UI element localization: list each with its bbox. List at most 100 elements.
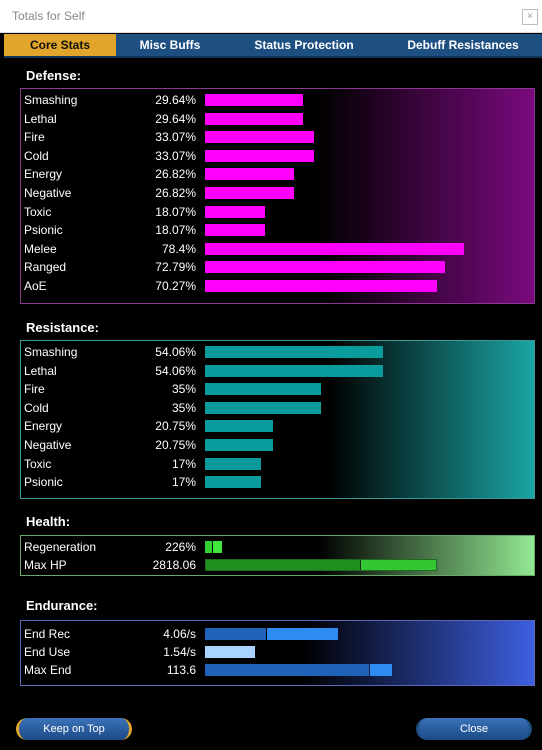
- stat-value: 20.75%: [155, 438, 196, 452]
- stat-value: 29.64%: [155, 93, 196, 107]
- stat-name: Smashing: [24, 345, 78, 359]
- defense-row: Psionic 18.07%: [21, 221, 534, 239]
- tab-status-protection[interactable]: Status Protection: [254, 38, 354, 52]
- window-title: Totals for Self: [12, 9, 85, 23]
- resistance-bar: [205, 476, 262, 489]
- tab-bar: Core Stats Misc Buffs Status Protection …: [4, 34, 542, 58]
- keep-on-top-button[interactable]: Keep on Top: [16, 718, 132, 740]
- resistance-bar: [205, 439, 274, 451]
- defense-row: Toxic 18.07%: [21, 203, 534, 221]
- resistance-row: Fire 35%: [21, 380, 534, 398]
- stat-name: Smashing: [24, 93, 78, 107]
- stat-name: Psionic: [24, 475, 63, 490]
- defense-row: Cold 33.07%: [21, 147, 534, 165]
- endurance-row-end-use: End Use 1.54/s: [21, 643, 534, 661]
- stat-name: Max End: [24, 663, 72, 677]
- stat-name: Psionic: [24, 223, 63, 238]
- title-bar: Totals for Self ×: [0, 0, 542, 33]
- defense-row: AoE 70.27%: [21, 277, 534, 295]
- defense-bar: [205, 112, 303, 125]
- defense-row: Melee 78.4%: [21, 240, 534, 258]
- endurance-row-max-end: Max End 113.6: [21, 661, 534, 679]
- stat-name: Ranged: [24, 260, 67, 275]
- stat-name: Energy: [24, 167, 63, 182]
- stat-name: Lethal: [24, 111, 57, 126]
- resistance-title: Resistance:: [26, 320, 99, 335]
- defense-bar: [205, 149, 315, 162]
- tab-debuff-resistances[interactable]: Debuff Resistances: [407, 38, 519, 52]
- stat-name: Fire: [24, 382, 45, 397]
- stat-value: 113.6: [166, 663, 196, 677]
- stat-name: AoE: [24, 279, 47, 293]
- core-stats-panel: Defense: Smashing 29.64% Lethal 29.64% Fire 3…: [4, 58, 542, 750]
- stat-value: 33.07%: [155, 130, 196, 145]
- stat-value: 35%: [171, 382, 196, 397]
- stat-name: Energy: [24, 419, 63, 434]
- stat-value: 17%: [171, 475, 196, 490]
- resistance-row: Psionic 17%: [21, 473, 534, 491]
- stat-value: 20.75%: [155, 419, 196, 434]
- stat-value: 18.07%: [155, 223, 196, 238]
- end-rec-bar: [205, 628, 338, 640]
- stat-value: 17%: [171, 456, 196, 471]
- defense-bar: [205, 242, 464, 255]
- stat-name: Negative: [24, 186, 72, 200]
- defense-row: Negative 26.82%: [21, 184, 534, 202]
- stat-value: 54.06%: [155, 345, 196, 359]
- resistance-box: Smashing 54.06% Lethal 54.06% Fire 35% Cold 35%…: [20, 340, 535, 499]
- stat-value: 70.27%: [155, 279, 196, 293]
- defense-bar: [205, 280, 437, 292]
- resistance-bar: [205, 401, 321, 414]
- stat-name: Toxic: [24, 204, 52, 219]
- stat-name: Regeneration: [24, 540, 97, 554]
- defense-row: Fire 33.07%: [21, 128, 534, 146]
- defense-title: Defense:: [26, 68, 81, 83]
- end-use-bar: [205, 646, 255, 658]
- resistance-bar: [205, 457, 262, 470]
- resistance-row: Lethal 54.06%: [21, 362, 534, 380]
- stat-value: 18.07%: [155, 204, 196, 219]
- stat-value: 26.82%: [155, 167, 196, 182]
- resistance-row: Smashing 54.06%: [21, 343, 534, 361]
- tab-misc-buffs[interactable]: Misc Buffs: [139, 38, 201, 52]
- defense-bar: [205, 224, 265, 237]
- stat-name: End Rec: [24, 627, 71, 641]
- stat-value: 78.4%: [161, 241, 196, 256]
- resistance-row: Toxic 17%: [21, 455, 534, 473]
- resistance-row: Cold 35%: [21, 399, 534, 417]
- stat-value: 1.54/s: [163, 645, 196, 659]
- stat-name: Negative: [24, 438, 72, 452]
- defense-bar: [205, 187, 294, 199]
- stat-name: Melee: [24, 241, 57, 256]
- defense-row: Energy 26.82%: [21, 165, 534, 183]
- stat-name: Cold: [24, 400, 49, 415]
- stat-value: 33.07%: [155, 148, 196, 163]
- endurance-title: Endurance:: [26, 598, 98, 613]
- defense-bar: [205, 261, 446, 274]
- resistance-bar: [205, 346, 384, 358]
- stat-value: 35%: [171, 400, 196, 415]
- resistance-row: Energy 20.75%: [21, 417, 534, 435]
- regeneration-bar: [205, 541, 225, 553]
- stat-value: 54.06%: [155, 363, 196, 378]
- resistance-row: Negative 20.75%: [21, 436, 534, 454]
- stat-value: 2818.06: [152, 558, 196, 572]
- close-icon[interactable]: ×: [522, 9, 538, 25]
- defense-row: Ranged 72.79%: [21, 258, 534, 276]
- health-title: Health:: [26, 514, 71, 529]
- stat-name: Max HP: [24, 558, 67, 572]
- defense-box: Smashing 29.64% Lethal 29.64% Fire 33.07% Cold…: [20, 88, 535, 304]
- defense-bar: [205, 94, 303, 106]
- tab-core-stats[interactable]: Core Stats: [4, 34, 116, 56]
- max-end-bar: [205, 664, 392, 676]
- resistance-bar: [205, 364, 384, 377]
- health-row-max-hp: Max HP 2818.06: [21, 556, 534, 574]
- stat-name: Cold: [24, 148, 49, 163]
- health-box: Regeneration 226% Max HP 2818.06: [20, 535, 535, 576]
- close-button[interactable]: Close: [416, 718, 532, 740]
- endurance-box: End Rec 4.06/s End Use 1.54/s Max End 11…: [20, 620, 535, 686]
- health-row-regeneration: Regeneration 226%: [21, 538, 534, 556]
- defense-bar: [205, 205, 265, 218]
- max-hp-bar: [205, 559, 437, 571]
- resistance-bar: [205, 420, 274, 433]
